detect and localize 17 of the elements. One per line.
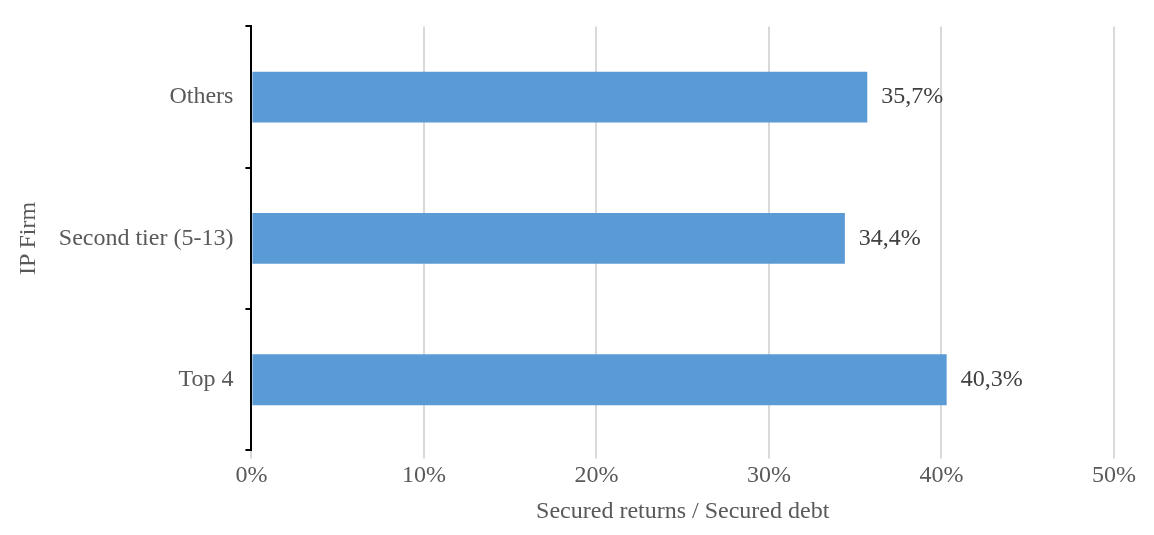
x-tick-label: 40% bbox=[919, 461, 964, 488]
x-tick-label: 20% bbox=[574, 461, 619, 488]
x-tick-label: 50% bbox=[1092, 461, 1136, 488]
x-tick-label: 0% bbox=[235, 461, 268, 488]
y-tick-label: Top 4 bbox=[178, 365, 234, 392]
data-label: 34,4% bbox=[858, 223, 921, 250]
data-label: 40,3% bbox=[960, 365, 1023, 392]
bar bbox=[252, 212, 845, 264]
data-label: 35,7% bbox=[881, 82, 944, 109]
y-axis-title: IP Firm bbox=[13, 201, 40, 275]
y-tick-label: Second tier (5-13) bbox=[58, 223, 234, 250]
x-axis-title: Secured returns / Secured debt bbox=[536, 496, 830, 523]
y-tick-label: Others bbox=[169, 82, 234, 109]
bar bbox=[252, 71, 868, 123]
x-tick-label: 10% bbox=[401, 461, 446, 488]
bar bbox=[252, 354, 947, 406]
x-tick-label: 30% bbox=[746, 461, 791, 488]
